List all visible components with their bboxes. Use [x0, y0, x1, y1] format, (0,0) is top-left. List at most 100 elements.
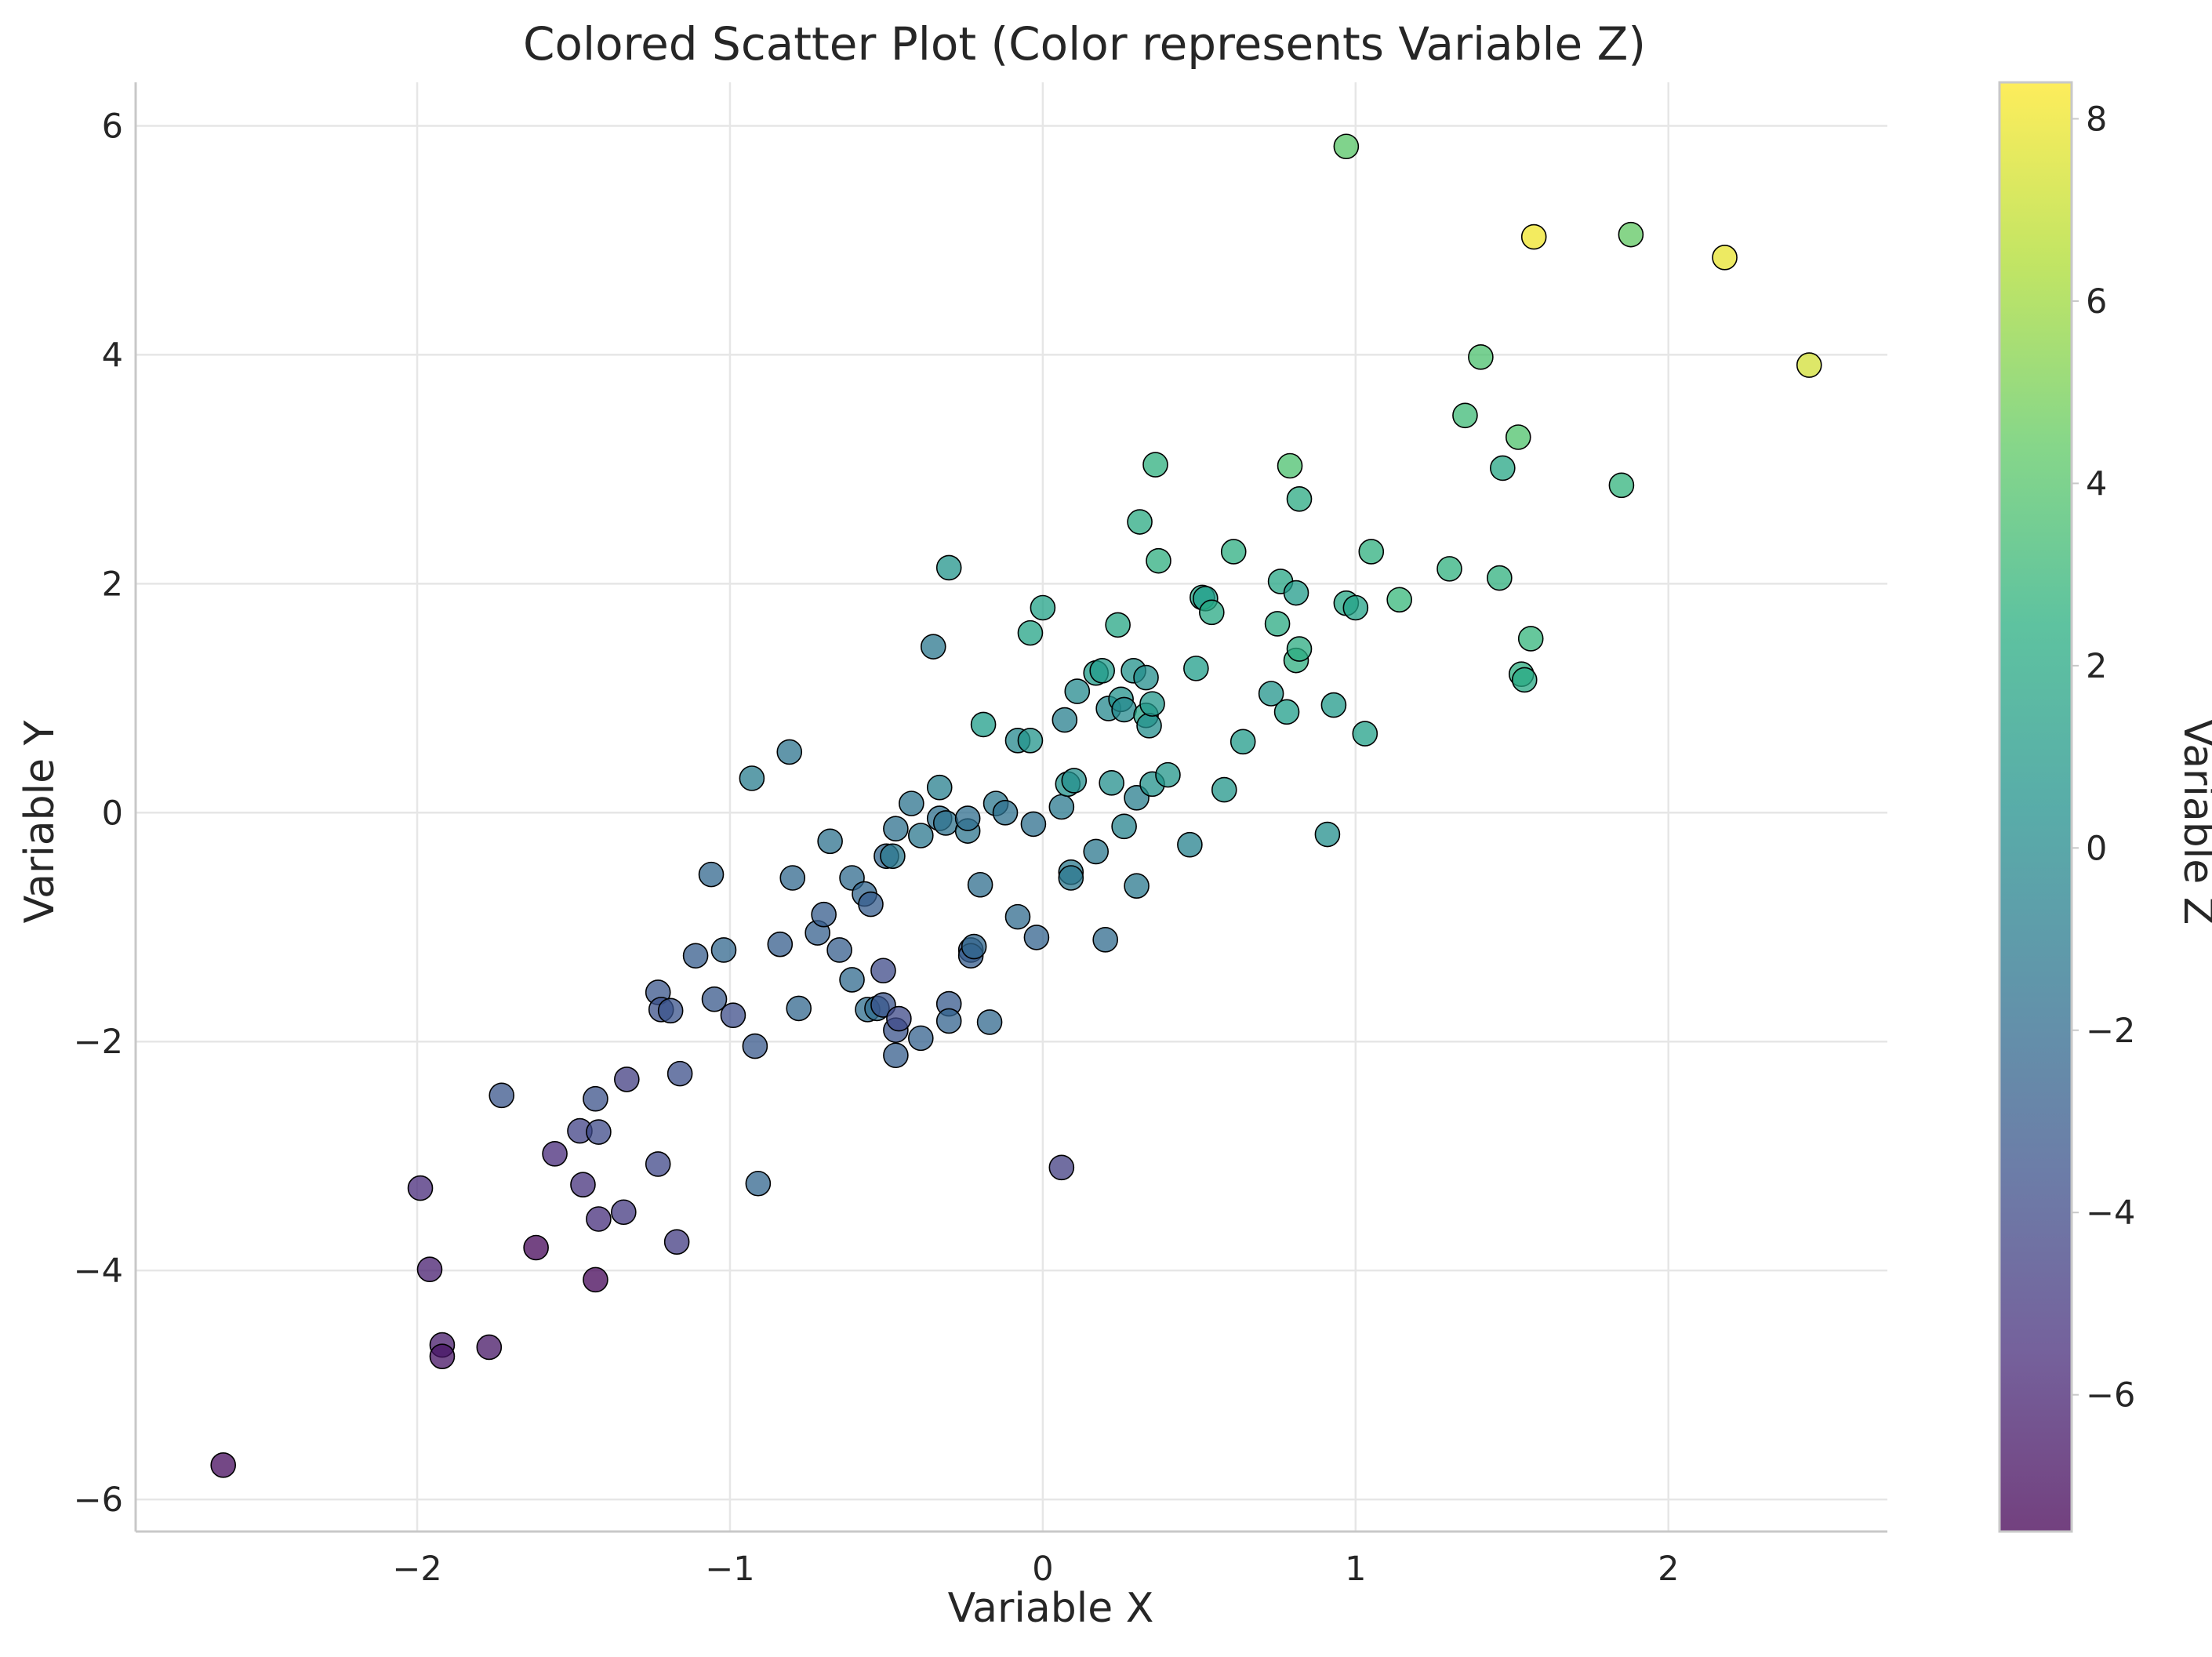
- scatter-point: [858, 891, 884, 918]
- scatter-point: [1199, 599, 1225, 626]
- scatter-point: [908, 823, 934, 848]
- scatter-point: [976, 1009, 1003, 1035]
- scatter-point: [970, 711, 997, 738]
- scatter-point: [1099, 770, 1124, 796]
- scatter-point: [1124, 873, 1150, 899]
- scatter-point: [583, 1266, 608, 1293]
- colorbar-gradient: [2000, 82, 2072, 1532]
- scatter-point: [1520, 223, 1547, 250]
- scatter-point: [967, 871, 993, 898]
- scatter-point: [523, 1234, 549, 1261]
- colorbar-tick-label: 6: [2086, 282, 2107, 322]
- scatter-point: [935, 1008, 962, 1034]
- scatter-point: [1048, 794, 1075, 820]
- scatter-point: [710, 937, 737, 963]
- scatter-point: [1352, 721, 1378, 747]
- scatter-point: [720, 1002, 746, 1028]
- scatter-point: [817, 828, 843, 855]
- y-tick-label: −2: [74, 1023, 123, 1062]
- scatter-point: [1127, 509, 1153, 535]
- scatter-point: [1105, 612, 1131, 638]
- scatter-point: [961, 933, 987, 960]
- x-tick-label: 0: [1032, 1550, 1053, 1589]
- colorbar-tick-label: −4: [2086, 1194, 2135, 1233]
- scatter-point: [776, 739, 803, 765]
- scatter-point: [1023, 925, 1050, 950]
- colorbar-label: Variable Z: [2174, 719, 2212, 925]
- scatter-point: [1017, 620, 1044, 646]
- scatter-point: [586, 1119, 612, 1145]
- scatter-point: [870, 957, 896, 984]
- scatter-point: [1358, 539, 1385, 565]
- scatter-point: [786, 995, 812, 1022]
- scatter-point: [1155, 761, 1181, 788]
- scatter-point: [1136, 713, 1162, 739]
- scatter-point: [1505, 424, 1531, 450]
- scatter-point: [1048, 1154, 1075, 1181]
- colorbar-tick-label: 4: [2086, 464, 2107, 503]
- scatter-point: [1517, 626, 1544, 652]
- scatter-point: [416, 1256, 443, 1283]
- scatter-point: [1052, 707, 1078, 733]
- scatter-point: [1020, 811, 1047, 838]
- scatter-point: [1258, 681, 1284, 707]
- scatter-point: [745, 1170, 772, 1197]
- scatter-point: [926, 774, 953, 801]
- scatter-point: [489, 1082, 515, 1109]
- scatter-point: [767, 931, 794, 957]
- scatter-point: [1452, 402, 1478, 429]
- scatter-point: [1320, 692, 1347, 718]
- scatter-point: [1286, 636, 1313, 662]
- scatter-point: [1286, 486, 1313, 512]
- scatter-point: [1089, 657, 1115, 684]
- scatter-point: [1273, 699, 1300, 725]
- scatter-point: [570, 1172, 596, 1198]
- scatter-point: [698, 861, 725, 888]
- scatter-point: [1264, 611, 1291, 637]
- scatter-point: [657, 997, 684, 1024]
- scatter-point: [826, 937, 852, 963]
- scatter-point: [932, 810, 959, 836]
- scatter-point: [1017, 728, 1044, 754]
- scatter-point: [476, 1334, 503, 1361]
- colorbar-ticks: −6 −4 −2 0 2 4 6 8: [2072, 100, 2135, 1415]
- scatter-point: [1211, 776, 1237, 803]
- scatter-point: [1511, 667, 1538, 693]
- scatter-point: [880, 843, 906, 870]
- scatter-point: [811, 901, 837, 928]
- scatter-point: [1064, 678, 1091, 704]
- scatter-point: [701, 986, 728, 1012]
- axes: [134, 82, 1887, 1533]
- colorbar-tick-label: 2: [2086, 647, 2107, 686]
- scatter-point: [611, 1199, 637, 1226]
- scatter-point: [920, 634, 946, 660]
- scatter-point: [739, 765, 765, 791]
- colorbar-tick-label: −6: [2086, 1376, 2135, 1415]
- colorbar-tick-label: 8: [2086, 100, 2107, 139]
- scatter-point: [1142, 452, 1168, 478]
- scatter-point: [586, 1206, 612, 1232]
- scatter-point: [1092, 927, 1118, 953]
- scatter-point: [210, 1452, 237, 1478]
- scatter-point: [429, 1343, 456, 1369]
- scatter-point: [1712, 245, 1738, 271]
- chart-title: Colored Scatter Plot (Color represents V…: [523, 17, 1646, 71]
- scatter-point: [1183, 656, 1209, 681]
- scatter-point: [583, 1085, 608, 1112]
- data-points: [210, 133, 1822, 1478]
- x-tick-label: −1: [705, 1550, 754, 1589]
- scatter-point: [1177, 831, 1203, 858]
- scatter-point: [899, 790, 924, 816]
- scatter-point: [1386, 587, 1412, 613]
- scatter-point: [839, 967, 865, 993]
- colorbar: −6 −4 −2 0 2 4 6 8 Variable Z: [1998, 81, 2212, 1533]
- scatter-point: [1333, 133, 1360, 160]
- scatter-point: [1796, 352, 1822, 378]
- scatter-point: [1277, 452, 1303, 479]
- colorbar-frame: [1998, 81, 2073, 1533]
- scatter-point: [682, 943, 709, 969]
- y-axis-label: Variable Y: [16, 720, 64, 923]
- scatter-point: [883, 1042, 909, 1069]
- scatter-point: [1342, 594, 1369, 621]
